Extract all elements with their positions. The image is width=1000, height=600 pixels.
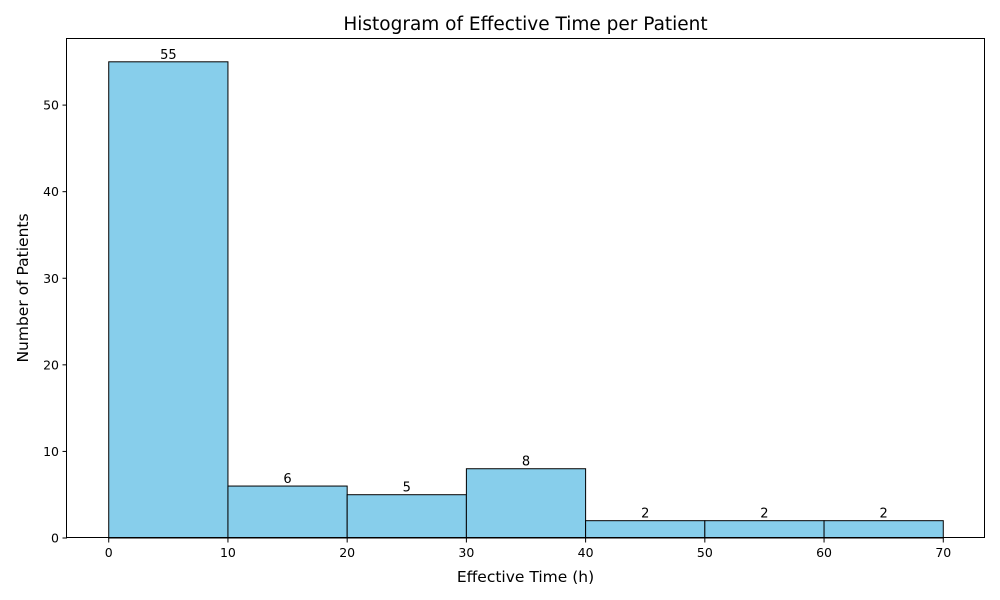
x-tick-label-0: 0 <box>105 545 113 560</box>
plot-frame <box>66 38 985 538</box>
histogram-bar-40-50 <box>585 520 706 539</box>
y-tick-label-30: 30 <box>43 271 59 286</box>
data-labels-layer: 55 6 5 8 2 2 2 <box>160 48 888 522</box>
y-tick-label-10: 10 <box>43 444 59 459</box>
y-tick-label-0: 0 <box>51 531 59 546</box>
bar-count-label-30-40: 8 <box>522 455 530 470</box>
histogram-bar-0-10 <box>108 61 229 539</box>
x-tick-label-40: 40 <box>578 545 594 560</box>
chart-title: Histogram of Effective Time per Patient <box>343 14 707 35</box>
x-tick-label-20: 20 <box>339 545 355 560</box>
x-tick-label-60: 60 <box>816 545 832 560</box>
bar-count-label-10-20: 6 <box>283 472 291 487</box>
histogram-bar-60-70 <box>823 520 944 539</box>
bar-count-label-50-60: 2 <box>760 507 768 522</box>
histogram-bar-10-20 <box>227 485 348 539</box>
histogram-bar-50-60 <box>704 520 825 539</box>
x-axis: 0 10 20 30 40 50 60 70 <box>105 538 951 560</box>
y-axis: 0 10 20 30 40 50 <box>43 98 67 546</box>
bar-count-label-0-10: 55 <box>160 48 177 63</box>
x-tick-label-10: 10 <box>220 545 236 560</box>
y-tick-label-40: 40 <box>43 184 59 199</box>
histogram-bar-20-30 <box>346 494 467 539</box>
bar-count-label-60-70: 2 <box>880 507 888 522</box>
y-axis-title: Number of Patients <box>14 213 32 362</box>
bar-count-label-20-30: 5 <box>403 481 411 496</box>
bars-layer <box>108 61 944 539</box>
y-tick-label-50: 50 <box>43 98 59 113</box>
histogram-bar-30-40 <box>465 468 587 539</box>
x-axis-title: Effective Time (h) <box>457 568 594 586</box>
x-tick-label-70: 70 <box>935 545 951 560</box>
y-tick-label-20: 20 <box>43 357 59 372</box>
bar-count-label-40-50: 2 <box>641 507 649 522</box>
x-tick-label-30: 30 <box>458 545 474 560</box>
x-tick-label-50: 50 <box>697 545 713 560</box>
